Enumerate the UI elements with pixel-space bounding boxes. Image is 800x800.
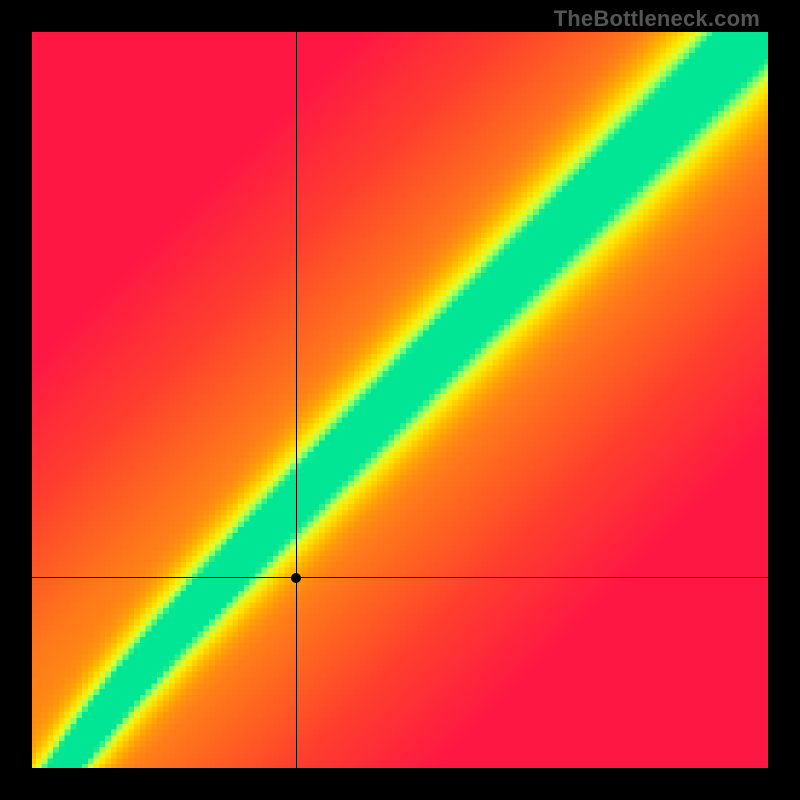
heatmap-canvas xyxy=(30,30,770,770)
heatmap-container: TheBottleneck.com xyxy=(0,0,800,800)
watermark-text: TheBottleneck.com xyxy=(554,6,760,32)
